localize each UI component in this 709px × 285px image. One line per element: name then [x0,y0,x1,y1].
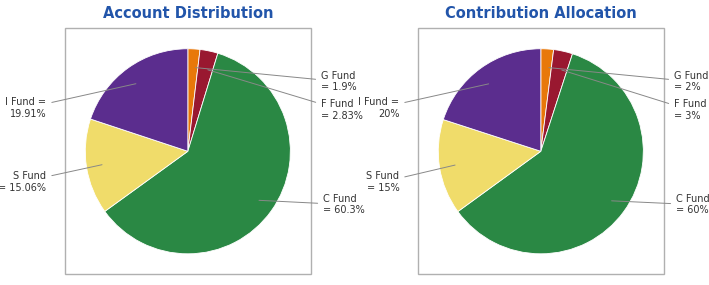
Text: G Fund
= 1.9%: G Fund = 1.9% [196,68,357,92]
Wedge shape [188,49,200,151]
Text: I Fund =
20%: I Fund = 20% [358,84,489,119]
Text: S Fund
= 15.06%: S Fund = 15.06% [0,165,102,193]
Text: S Fund
= 15%: S Fund = 15% [367,165,455,193]
Wedge shape [188,50,218,151]
Text: C Fund
= 60.3%: C Fund = 60.3% [259,194,365,215]
Wedge shape [541,49,554,151]
Text: G Fund
= 2%: G Fund = 2% [549,68,708,92]
Title: Account Distribution: Account Distribution [103,5,273,21]
Text: I Fund =
19.91%: I Fund = 19.91% [6,84,136,119]
Text: F Fund
= 3%: F Fund = 3% [562,70,707,121]
Bar [418,28,664,274]
Text: F Fund
= 2.83%: F Fund = 2.83% [208,70,363,121]
Text: C Fund
= 60%: C Fund = 60% [612,194,709,215]
Title: Contribution Allocation: Contribution Allocation [445,5,637,21]
Wedge shape [443,49,541,151]
Wedge shape [458,54,643,254]
Wedge shape [91,49,188,151]
Wedge shape [85,119,188,211]
Wedge shape [438,120,541,211]
Wedge shape [105,53,291,254]
Bar [65,28,311,274]
Wedge shape [541,50,572,151]
